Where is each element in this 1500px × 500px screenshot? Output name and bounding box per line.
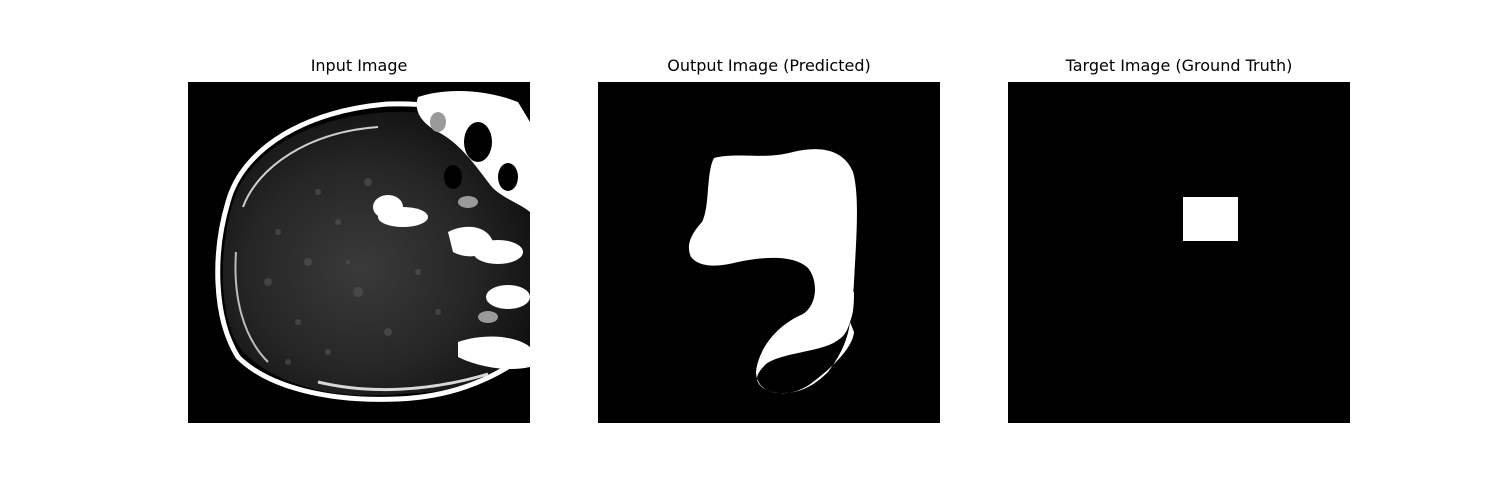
input-image-title: Input Image (310, 56, 408, 75)
target-image-title: Target Image (Ground Truth) (1065, 56, 1293, 75)
brain-mri-slice (188, 82, 530, 423)
predicted-mask (598, 82, 940, 423)
target-image (1008, 82, 1350, 423)
ground-truth-box (1183, 197, 1238, 241)
predicted-mask-shape (688, 149, 857, 394)
output-image (598, 82, 940, 423)
ground-truth-mask (1008, 82, 1350, 423)
output-image-title: Output Image (Predicted) (667, 56, 871, 75)
input-image (188, 82, 530, 423)
